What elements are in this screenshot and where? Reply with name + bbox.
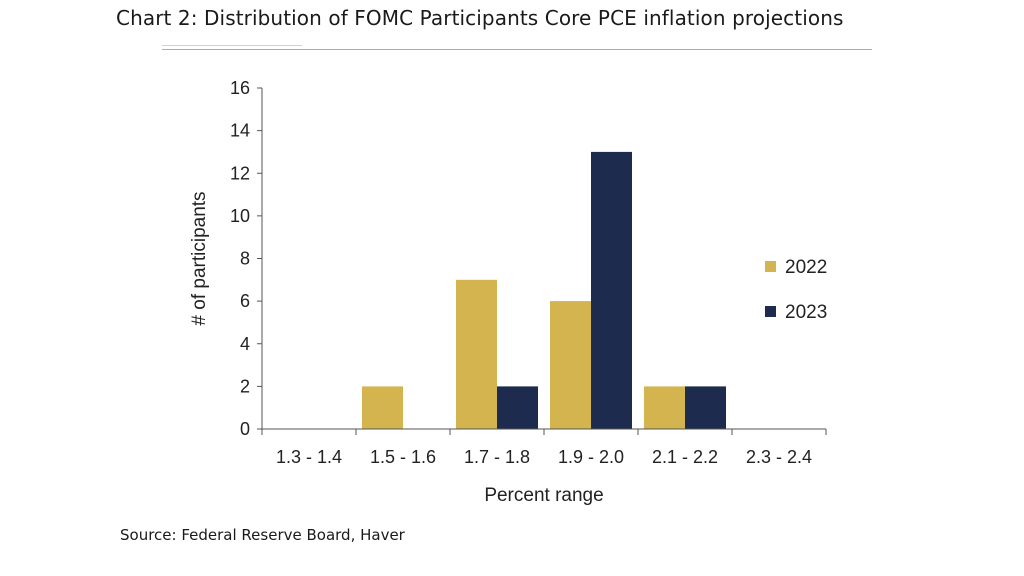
y-tick-label: 2: [240, 376, 250, 396]
title-underline-accent: [162, 45, 302, 46]
y-tick-label: 0: [240, 419, 250, 439]
y-tick-label: 6: [240, 291, 250, 311]
y-tick-label: 16: [230, 78, 250, 98]
chart-title: Chart 2: Distribution of FOMC Participan…: [116, 6, 844, 30]
x-tick-label: 2.3 - 2.4: [746, 447, 812, 467]
x-tick-label: 1.9 - 2.0: [558, 447, 624, 467]
y-axis-title: # of participants: [189, 191, 210, 325]
x-tick-label: 1.5 - 1.6: [370, 447, 436, 467]
bar-2022-1.7-1.8: [456, 279, 497, 429]
y-tick-label: 10: [230, 206, 250, 226]
bars-layer: [362, 151, 726, 429]
bar-2022-2.1-2.2: [644, 386, 685, 429]
bar-2022-1.9-2.0: [550, 301, 591, 429]
title-underline: [162, 49, 872, 50]
y-tick-label: 12: [230, 163, 250, 183]
legend-label-2023: 2023: [785, 302, 827, 323]
legend-swatch-2023: [765, 306, 776, 317]
x-axis-title: Percent range: [484, 485, 603, 506]
bar-2022-1.5-1.6: [362, 386, 403, 429]
x-tick-label: 1.3 - 1.4: [276, 447, 342, 467]
source-note: Source: Federal Reserve Board, Haver: [120, 526, 405, 544]
bar-2023-1.7-1.8: [497, 386, 538, 429]
x-tick-label: 2.1 - 2.2: [652, 447, 718, 467]
y-tick-label: 14: [230, 121, 250, 141]
y-tick-label: 4: [240, 334, 250, 354]
y-tick-label: 8: [240, 249, 250, 269]
legend-swatch-2022: [765, 261, 776, 272]
x-tick-label: 1.7 - 1.8: [464, 447, 530, 467]
labels-layer: 0 2 4 6 8 10 12 14 16 1.3 - 1.4 1.5 - 1.6 1.7 - 1.8…: [189, 78, 812, 506]
bar-2023-2.1-2.2: [685, 386, 726, 429]
bar-2023-1.9-2.0: [591, 151, 632, 429]
legend: 2022 2023: [765, 257, 827, 323]
legend-label-2022: 2022: [785, 257, 827, 278]
axes-layer: [257, 87, 827, 435]
